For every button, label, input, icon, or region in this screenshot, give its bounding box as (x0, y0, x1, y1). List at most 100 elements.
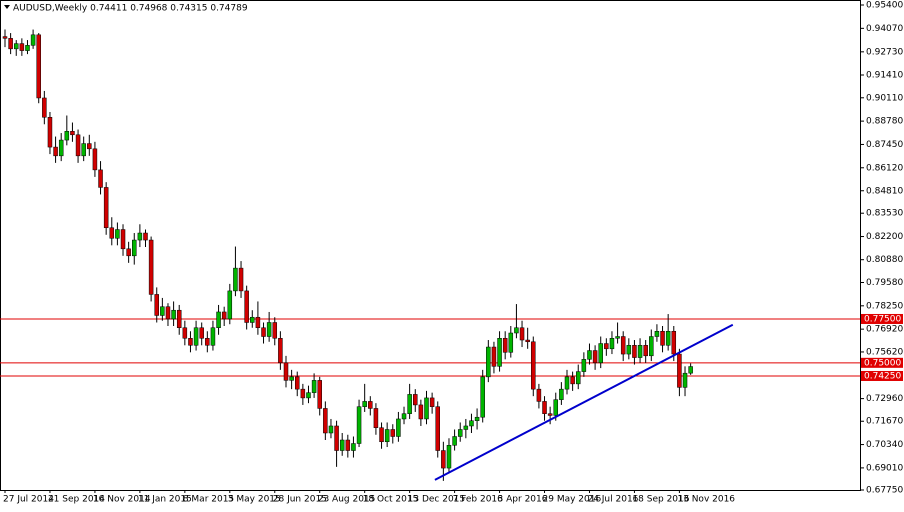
candle-body (682, 372, 688, 388)
candle-body (609, 338, 615, 350)
x-tick-label: 23 Aug 2015 (318, 495, 376, 505)
y-tick-label: 0.95400 (866, 1, 903, 11)
candle-body (637, 345, 643, 358)
candle-body (109, 227, 115, 239)
candle-body (570, 376, 575, 385)
plot-frame (0, 0, 861, 491)
trend-line (434, 323, 734, 481)
candle-body (598, 343, 603, 364)
candle-body (508, 332, 514, 353)
candle-body (339, 439, 345, 451)
candle-body (289, 376, 294, 381)
candle-body (654, 331, 660, 337)
candle-body (463, 425, 469, 430)
candle-body (587, 350, 592, 360)
menu-arrow (4, 5, 10, 9)
candle-body (649, 336, 654, 357)
y-tick-label: 0.92730 (866, 47, 903, 57)
candle-body (103, 187, 109, 229)
candle-body (19, 43, 25, 51)
candle-body (665, 331, 671, 346)
candle-body (193, 327, 199, 346)
candle-body (502, 338, 508, 353)
y-tick-label: 0.88780 (866, 117, 903, 127)
x-tick-label: 7 Feb 2016 (453, 495, 504, 505)
candle-body (165, 306, 171, 320)
candle-body (266, 322, 272, 337)
x-tick-label: 3 May 2015 (228, 495, 281, 505)
candle-body (604, 343, 609, 350)
candle-body (53, 146, 58, 157)
x-tick-label: 28 Jun 2015 (273, 495, 327, 505)
chart-title: AUDUSD,Weekly 0.74411 0.74968 0.74315 0.… (13, 4, 248, 14)
x-tick-label: 11 Jan 2015 (138, 495, 192, 505)
candle-body (311, 380, 317, 393)
candle-body (317, 380, 322, 409)
candle-body (615, 336, 620, 339)
candle-body (328, 425, 334, 434)
candle-body (216, 311, 221, 328)
candle-body (677, 353, 682, 388)
candle-body (592, 350, 598, 364)
candle-body (244, 290, 249, 323)
candle-body (480, 376, 485, 418)
candle-body (58, 139, 64, 157)
y-tick-label: 0.76920 (866, 325, 903, 335)
y-tick-label: 0.69010 (866, 463, 903, 473)
candle-body (334, 425, 339, 451)
candle-body (452, 436, 457, 446)
candle-body (98, 169, 103, 188)
x-tick-label: 24 Jul 2016 (587, 495, 638, 505)
candle-body (36, 34, 41, 99)
y-tick-label: 0.70340 (866, 440, 903, 450)
candle-body (137, 232, 143, 241)
y-tick-label: 0.75620 (866, 347, 903, 357)
candle-body (143, 232, 148, 241)
y-tick-label: 0.82200 (866, 232, 903, 242)
x-tick-label: 27 Jul 2014 (3, 495, 54, 505)
candle-body (171, 309, 176, 320)
candle-body (70, 131, 75, 136)
candle-body (413, 394, 418, 406)
candle-body (575, 371, 581, 385)
candle-body (210, 327, 216, 346)
candle-body (81, 143, 86, 157)
candle-body (553, 399, 559, 416)
candle-body (688, 366, 693, 374)
x-tick-label: 18 Sep 2016 (632, 495, 689, 505)
candle-body (620, 336, 626, 355)
level-label-bg (861, 357, 903, 368)
x-tick-label: 3 Apr 2016 (498, 495, 548, 505)
x-tick-label: 18 Oct 2015 (363, 495, 419, 505)
y-tick-label: 0.94070 (866, 24, 903, 34)
candle-body (42, 97, 47, 118)
candle-body (126, 248, 131, 257)
candle-body (373, 408, 379, 428)
candle-body (120, 229, 126, 250)
level-label: 0.74250 (864, 371, 901, 381)
candle-body (132, 239, 137, 257)
candle-body (379, 427, 384, 443)
candle-body (519, 327, 525, 341)
candle-body (559, 388, 564, 400)
candle-body (542, 401, 547, 414)
y-tick-label: 0.91410 (866, 70, 903, 80)
candle-body (227, 290, 233, 320)
level-label: 0.75000 (864, 358, 901, 368)
candle-body (261, 327, 266, 337)
candle-body (626, 345, 632, 355)
candle-body (238, 267, 244, 292)
candle-body (474, 416, 480, 421)
candle-body (221, 311, 227, 320)
y-tick-label: 0.67750 (866, 486, 903, 496)
candle-body (30, 34, 36, 46)
candle-body (278, 338, 283, 364)
candle-body (176, 309, 182, 328)
candle-body (547, 413, 553, 416)
level-label-bg (861, 370, 903, 381)
candle-body (154, 294, 159, 316)
candle-body (362, 401, 367, 407)
candle-body (441, 450, 446, 469)
